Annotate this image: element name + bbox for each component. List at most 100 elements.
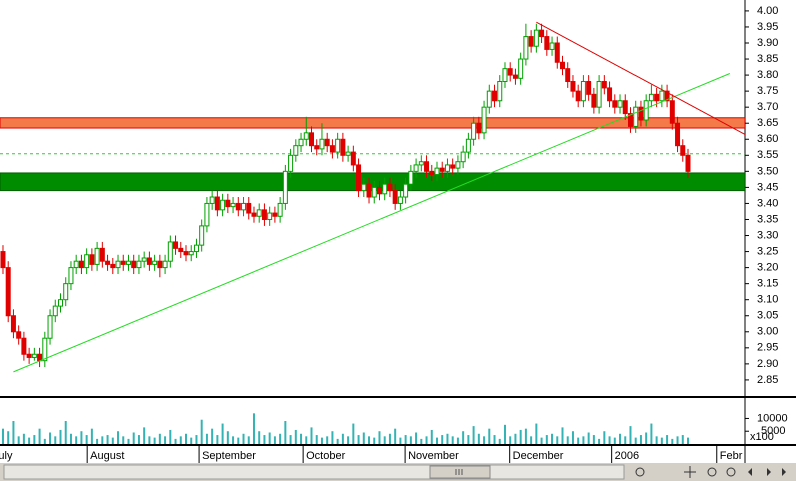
candle-body [251, 212, 257, 217]
volume-bar [294, 429, 297, 444]
volume-bar [336, 438, 339, 444]
volume-bar [592, 435, 595, 444]
volume-bar [388, 433, 391, 444]
scrollbar[interactable] [3, 464, 625, 480]
y-tick-label: 3.50 [757, 165, 778, 177]
volume-bar [420, 438, 423, 444]
volume-bar [608, 436, 611, 444]
candle-body [241, 202, 247, 211]
candle-body [680, 145, 686, 156]
candle-body [382, 183, 388, 195]
x-tick-label: November [408, 450, 459, 462]
candle-body [173, 241, 179, 249]
volume-bar [200, 419, 203, 444]
candle-body [204, 202, 210, 227]
volume-bar [341, 433, 344, 444]
y-tick-label: 3.65 [757, 117, 778, 129]
candle-body [648, 93, 654, 102]
candle-body [298, 138, 304, 147]
candle-body [42, 337, 48, 362]
volume-bar [619, 433, 622, 444]
y-tick-label: 3.80 [757, 69, 778, 81]
volume-bar [305, 436, 308, 444]
price-axis: 4.00 3.95 3.90 3.85 3.80 3.75 3.70 3.65 3.60 3.55… [745, 5, 778, 386]
y-tick-label: 3.75 [757, 85, 778, 97]
volume-bar [85, 435, 88, 444]
x-tick-label: December [513, 450, 564, 462]
volume-bar [409, 436, 412, 444]
volume-bar [650, 423, 653, 444]
candle-body [460, 151, 466, 163]
volume-bar [69, 433, 72, 444]
candle-body [455, 161, 461, 169]
volume-bar [399, 437, 402, 444]
volume-bar [7, 431, 10, 444]
volume-bar [660, 437, 663, 444]
volume-bar [17, 436, 20, 444]
candle-body [115, 260, 121, 269]
volume-bar [603, 431, 606, 444]
volume-bar [190, 437, 193, 444]
candle-body [361, 183, 367, 192]
candle-body [120, 260, 126, 265]
volume-unit: x100 [750, 431, 774, 443]
candle-body [178, 247, 184, 253]
volume-bar [1, 428, 4, 444]
candle-body [63, 283, 69, 301]
candle-body [16, 331, 22, 339]
volume-bar [373, 437, 376, 444]
volume-bar [613, 437, 616, 444]
price-panel [0, 21, 745, 373]
candle-body [188, 251, 194, 256]
volume-bar [645, 432, 648, 444]
candle-body [471, 122, 477, 140]
volume-bar [545, 435, 548, 444]
volume-bar [634, 437, 637, 444]
volume-bar [33, 435, 36, 444]
candle-body [497, 81, 503, 102]
volume-bar [54, 436, 57, 444]
volume-bar [22, 433, 25, 444]
volume-bar [174, 438, 177, 444]
candle-body [549, 42, 555, 50]
volume-bar [587, 432, 590, 444]
volume-bar [127, 438, 130, 444]
y-tick-label: 3.55 [757, 149, 778, 161]
candle-body [397, 196, 403, 204]
candle-body [596, 81, 602, 108]
candle-body [157, 260, 163, 269]
candle-body [314, 145, 320, 150]
volume-bar [671, 438, 674, 444]
volume-bar [64, 421, 67, 444]
volume-bar [111, 437, 114, 444]
candle-body [235, 202, 241, 211]
candle-body [282, 170, 288, 204]
y-tick-label: 3.85 [757, 53, 778, 65]
volume-bar [326, 436, 329, 444]
x-tick-label: September [202, 450, 256, 462]
candle-body [277, 202, 283, 217]
volume-bar [383, 436, 386, 444]
toolbar-icons[interactable] [635, 466, 786, 478]
volume-bar [122, 436, 125, 444]
candle-body [560, 61, 566, 70]
volume-bar [179, 436, 182, 444]
scroll-thumb[interactable] [429, 465, 491, 479]
candle-body [617, 100, 623, 108]
candle-body [492, 90, 498, 102]
candle-body [607, 87, 613, 102]
candle-body [31, 353, 37, 358]
candle-body [512, 74, 518, 79]
x-tick-label: August [90, 450, 124, 462]
candle-body [418, 161, 424, 166]
volume-bar [273, 436, 276, 444]
candle-body [622, 100, 628, 115]
volume-bar [153, 437, 156, 444]
volume-bar [404, 435, 407, 444]
scroll-grip [455, 469, 463, 475]
candle-body [502, 68, 508, 83]
volume-bar [551, 433, 554, 444]
candle-body [89, 254, 95, 265]
candle-body [654, 93, 660, 102]
volume-bar [106, 435, 109, 444]
